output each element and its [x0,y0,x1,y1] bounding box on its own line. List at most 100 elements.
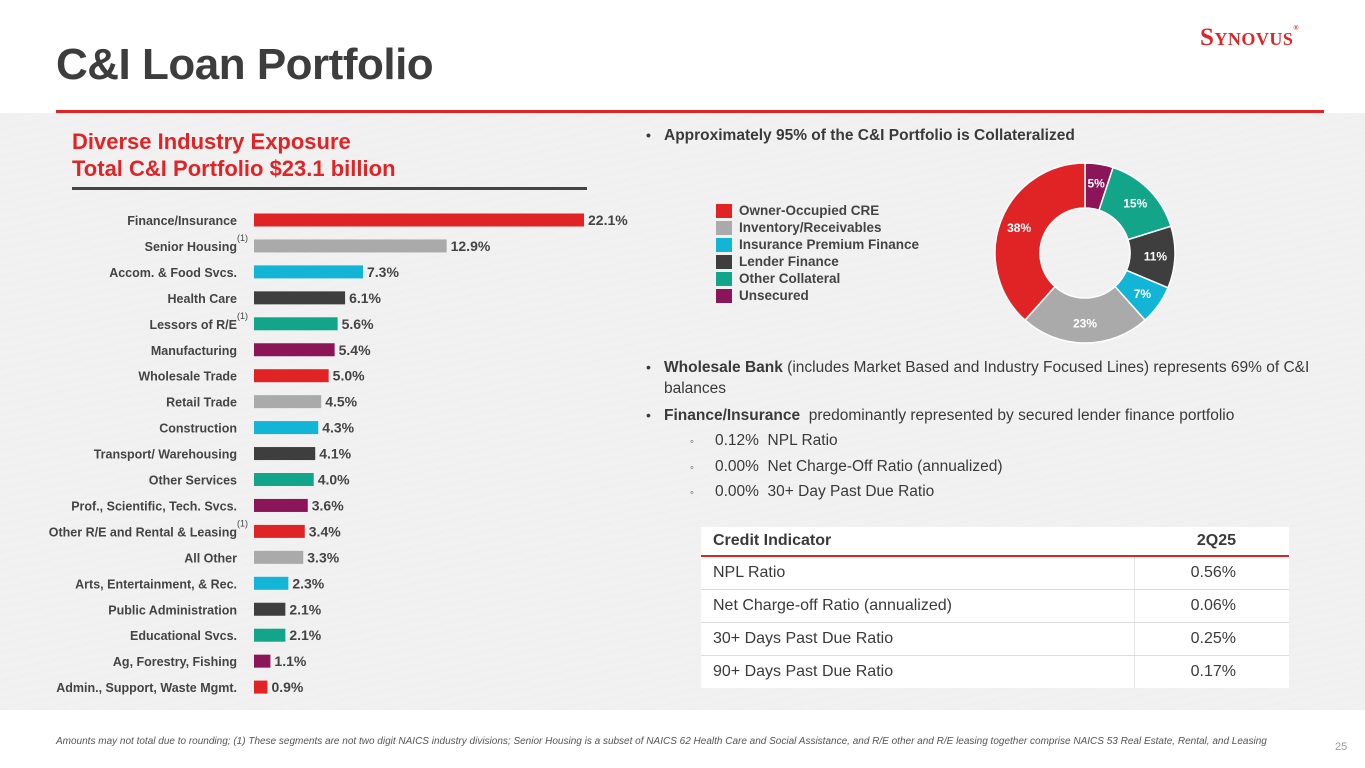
bar [254,317,338,331]
bar-category-label: Senior Housing [145,240,237,254]
bar-value-label: 2.1% [289,601,321,617]
table-row: 90+ Days Past Due Ratio 0.17% [701,655,1289,688]
legend-label: Other Collateral [739,271,841,286]
bar-value-label: 7.3% [367,264,399,280]
sub-bullet-marker: ◦ [690,487,694,499]
bullet-wholesale: • Wholesale Bank (includes Market Based … [646,357,1354,399]
bar [254,576,289,590]
legend-label: Inventory/Receivables [739,220,882,235]
bar [254,343,335,357]
legend-item: Owner-Occupied CRE [716,202,919,219]
bar-value-label: 5.4% [339,342,371,358]
donut-slice [994,162,1086,322]
sub-bullet-nco: ◦ 0.00% Net Charge-Off Ratio (annualized) [690,457,1002,478]
table-cell-label: 90+ Days Past Due Ratio [713,662,894,680]
collateral-donut-chart: 5% 15% 11% 7% 23% 38% [994,162,1176,344]
bullet-finance-bold: Finance/Insurance [664,407,801,424]
legend-swatch [716,237,732,252]
donut-slice-label: 11% [1144,249,1168,263]
bar-category-label: Wholesale Trade [138,370,237,384]
footnote: Amounts may not total due to rounding; (… [56,736,1267,747]
bar-category-label: Retail Trade [166,396,237,410]
section-heading-line1: Diverse Industry Exposure [72,129,351,154]
section-heading: Diverse Industry Exposure Total C&I Port… [72,128,396,182]
bar-category-label: Other Services [149,474,237,488]
table-cell-value: 0.17% [1133,655,1289,688]
donut-slice-label: 7% [1134,287,1152,301]
legend-swatch [716,271,732,286]
legend-item: Lender Finance [716,253,919,270]
bar-value-label: 4.5% [325,394,357,410]
bar-value-label: 4.0% [318,472,350,488]
bar-category-label: All Other [184,551,237,565]
bar-value-label: 22.1% [588,212,628,228]
bar-footnote-mark: (1) [237,233,248,243]
bar-value-label: 5.0% [333,368,365,384]
table-cell-value: 0.06% [1133,589,1289,623]
bar-category-label: Arts, Entertainment, & Rec. [75,577,237,591]
table-row: NPL Ratio 0.56% [701,556,1289,590]
table-header-period: 2Q25 [1134,527,1289,557]
bar-category-label: Transport/ Warehousing [94,448,237,462]
logo-registered-mark: ® [1293,24,1300,32]
sub-bullet-text: 0.12% NPL Ratio [715,432,838,449]
page-number: 25 [1335,741,1348,753]
bar-value-label: 4.1% [319,446,351,462]
bar-value-label: 3.6% [312,497,344,513]
page-title: C&I Loan Portfolio [56,40,434,89]
bar [254,550,304,564]
bar-value-label: 6.1% [349,290,381,306]
table-cell-value: 0.56% [1133,556,1289,590]
bar [254,265,364,279]
table-cell-label: NPL Ratio [701,556,1134,590]
legend-swatch [716,288,732,303]
bar-value-label: 3.4% [309,523,341,539]
bar-value-label: 2.1% [289,627,321,643]
bar-category-label: Admin., Support, Waste Mgmt. [56,681,237,695]
legend-item: Inventory/Receivables [716,219,919,236]
sub-bullet-text: 0.00% Net Charge-Off Ratio (annualized) [715,458,1003,475]
legend-item: Insurance Premium Finance [716,236,919,253]
bar-value-label: 4.3% [322,420,354,436]
bar-category-label: Finance/Insurance [127,214,237,228]
bullet-dot: • [646,407,651,423]
table-header-row: Credit Indicator 2Q25 [701,527,1289,557]
pie-legend: Owner-Occupied CRE Inventory/Receivables I… [716,202,919,304]
bar-category-label: Construction [159,422,237,436]
legend-label: Lender Finance [739,254,839,269]
bar-category-label: Health Care [168,292,238,306]
bar-category-label: Manufacturing [151,344,237,358]
bar [254,602,286,616]
bar-value-label: 1.1% [274,653,306,669]
bar-category-label: Public Administration [108,603,237,617]
bar [254,628,286,642]
section-divider [72,187,587,190]
bar-category-label: Ag, Forestry, Fishing [113,655,237,669]
section-heading-line2: Total C&I Portfolio $23.1 billion [72,156,396,181]
legend-label: Owner-Occupied CRE [739,203,880,218]
table-row: Net Charge-off Ratio (annualized) 0.06% [701,589,1289,623]
bar [254,524,305,538]
bar-value-label: 5.6% [342,316,374,332]
legend-item: Other Collateral [716,270,919,287]
legend-label: Insurance Premium Finance [739,237,920,252]
sub-bullet-npl: ◦ 0.12% NPL Ratio [690,431,838,452]
donut-slice-label: 38% [1007,221,1031,235]
bar-footnote-mark: (1) [237,311,248,321]
bar-category-label: Prof., Scientific, Tech. Svcs. [71,499,237,513]
donut-slice [1023,285,1147,344]
bar [254,498,308,512]
bar [254,421,319,435]
sub-bullet-marker: ◦ [690,462,694,474]
sub-bullet-pastdue: ◦ 0.00% 30+ Day Past Due Ratio [690,482,934,503]
legend-swatch [716,254,732,269]
bullet-wholesale-text: (includes Market Based and Industry Focu… [664,359,1310,397]
bar-footnote-mark: (1) [237,518,248,528]
bar-category-label: Educational Svcs. [130,629,237,643]
bar [254,473,314,486]
logo-text: Synovus [1200,24,1294,51]
bar [254,239,447,253]
synovus-logo: Synovus® [1200,24,1299,52]
title-divider [56,110,1324,113]
bar [254,447,316,461]
